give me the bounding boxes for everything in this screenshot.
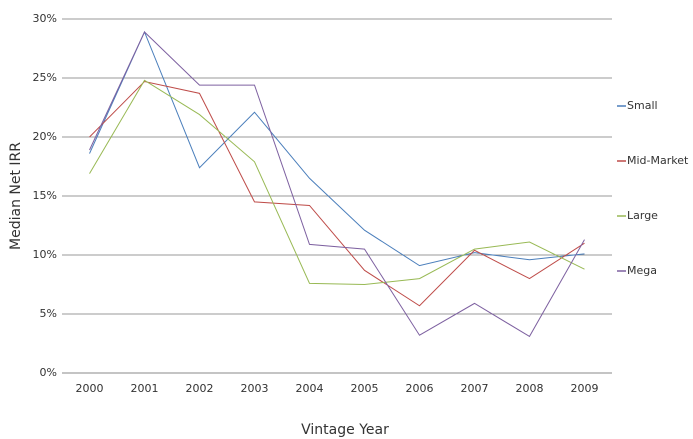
x-tick-label: 2006 (406, 382, 434, 395)
series-line (89, 80, 585, 307)
y-axis-title: Median Net IRR (8, 142, 24, 250)
legend-label: Mega (627, 264, 657, 277)
x-tick-label: 2002 (186, 382, 214, 395)
x-tick-label: 2001 (131, 382, 159, 395)
x-tick-label: 2009 (571, 382, 599, 395)
x-tick-label: 2008 (516, 382, 544, 395)
y-tick-label: 10% (33, 248, 57, 261)
x-axis-title: Vintage Year (301, 422, 389, 438)
x-tick-label: 2000 (76, 382, 104, 395)
x-tick-label: 2003 (241, 382, 269, 395)
x-tick-label: 2004 (296, 382, 324, 395)
x-tick-label: 2007 (461, 382, 489, 395)
series-line (89, 31, 585, 338)
x-tick-label: 2005 (351, 382, 379, 395)
y-tick-label: 0% (40, 366, 57, 379)
legend-label: Mid-Market (627, 154, 689, 167)
y-tick-label: 20% (33, 130, 57, 143)
series-line (89, 79, 585, 286)
series-line (89, 30, 585, 267)
y-tick-label: 5% (40, 307, 57, 320)
y-tick-label: 30% (33, 12, 57, 25)
legend-label: Large (627, 209, 658, 222)
legend-label: Small (627, 99, 658, 112)
y-tick-label: 15% (33, 189, 57, 202)
y-tick-label: 25% (33, 71, 57, 84)
